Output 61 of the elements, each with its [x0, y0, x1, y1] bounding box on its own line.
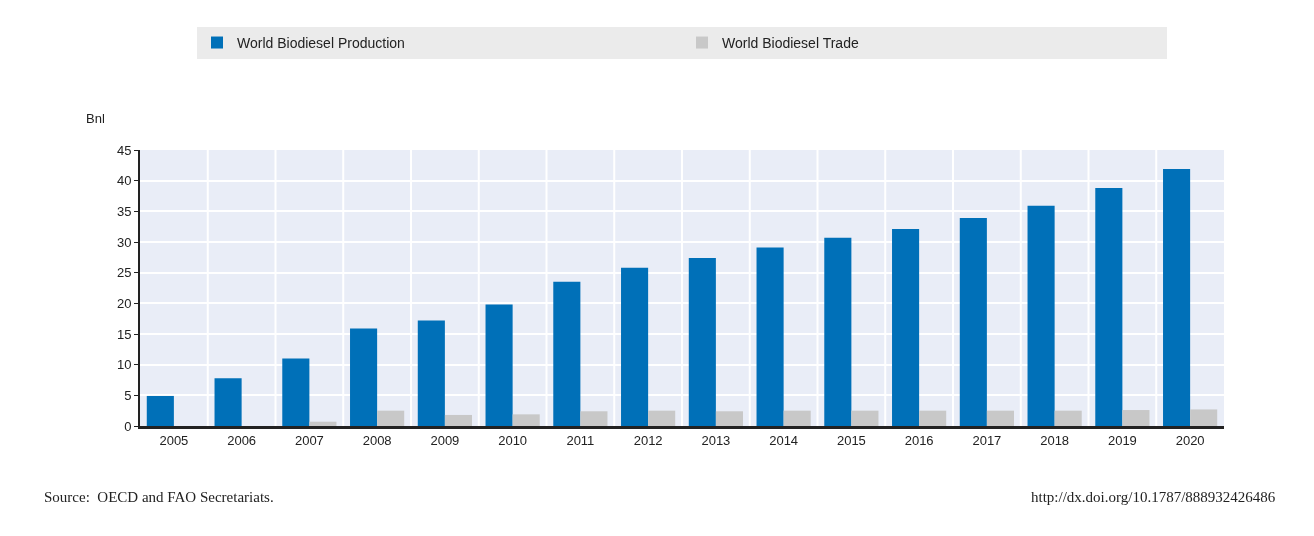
bar: [350, 328, 378, 426]
x-tick-label: 2011: [566, 432, 595, 448]
bar: [146, 395, 174, 426]
x-tick-label: 2008: [362, 432, 392, 448]
y-tick-label: 30: [116, 234, 132, 250]
bar: [986, 410, 1014, 426]
y-tick-label: 20: [116, 295, 132, 311]
bar: [485, 304, 513, 426]
bar: [417, 320, 445, 426]
bar: [512, 414, 540, 426]
y-tick-label: 10: [116, 357, 132, 373]
bar: [648, 410, 676, 426]
x-tick-label: 2014: [769, 432, 799, 448]
bar: [621, 267, 649, 426]
x-tick-label: 2009: [430, 432, 460, 448]
y-tick-label: 40: [116, 173, 132, 189]
bar: [377, 410, 405, 426]
x-tick-label: 2010: [498, 432, 528, 448]
bar: [444, 414, 472, 426]
x-tick-label: 2018: [1040, 432, 1070, 448]
bar: [756, 247, 784, 426]
x-tick-label: 2019: [1107, 432, 1137, 448]
x-tick-label: 2007: [294, 432, 324, 448]
bar: [1190, 409, 1218, 426]
y-tick-label: 5: [124, 387, 132, 403]
x-tick-label: 2012: [633, 432, 663, 448]
x-tick-label: 2020: [1175, 432, 1205, 448]
y-axis-title: Bnl: [86, 111, 105, 126]
x-tick-label: 2005: [159, 432, 189, 448]
x-tick-label: 2016: [904, 432, 934, 448]
bar: [959, 218, 987, 426]
bar: [715, 411, 743, 426]
y-tick-label: 45: [116, 142, 132, 158]
y-tick-label: 0: [124, 418, 132, 434]
bar: [214, 378, 242, 426]
y-tick-label: 15: [116, 326, 132, 342]
source-note: Source: OECD and FAO Secretariats.: [44, 489, 274, 505]
y-tick-label: 35: [116, 203, 132, 219]
legend-label: World Biodiesel Production: [237, 34, 405, 51]
bar: [783, 410, 811, 426]
legend-label: World Biodiesel Trade: [722, 34, 859, 51]
x-tick-label: 2017: [972, 432, 1002, 448]
bar: [892, 229, 920, 426]
bar: [580, 411, 608, 426]
text: http://dx.doi.org/10.1787/888932426486: [1031, 489, 1276, 505]
bar: [309, 421, 337, 426]
bar: [688, 257, 716, 426]
bar: [851, 410, 879, 426]
bar: [1095, 188, 1123, 426]
bar: [919, 410, 947, 426]
bar: [282, 358, 310, 426]
y-tick-label: 25: [116, 265, 132, 281]
x-tick-label: 2006: [227, 432, 257, 448]
bar: [1122, 410, 1150, 426]
x-tick-label: 2013: [701, 432, 731, 448]
bar: [1027, 205, 1055, 426]
bar: [824, 237, 852, 426]
bar: [553, 281, 581, 426]
x-tick-label: 2015: [836, 432, 866, 448]
bar: [1054, 410, 1082, 426]
bar: [1163, 169, 1191, 426]
